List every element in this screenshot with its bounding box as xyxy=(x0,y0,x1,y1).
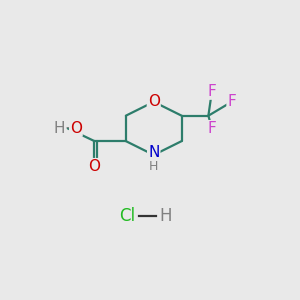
Text: O: O xyxy=(148,94,160,109)
Text: F: F xyxy=(208,121,216,136)
Text: N: N xyxy=(148,145,159,160)
Text: H: H xyxy=(54,121,65,136)
Text: F: F xyxy=(208,84,216,99)
Text: O: O xyxy=(88,159,101,174)
Text: H: H xyxy=(160,207,172,225)
Text: F: F xyxy=(227,94,236,109)
Text: O: O xyxy=(70,121,82,136)
Text: Cl: Cl xyxy=(119,207,135,225)
Text: –: – xyxy=(65,122,72,135)
Text: H: H xyxy=(149,160,158,173)
